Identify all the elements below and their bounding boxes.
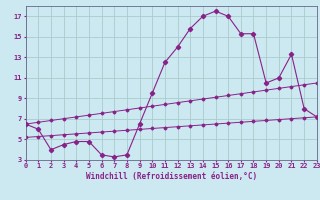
X-axis label: Windchill (Refroidissement éolien,°C): Windchill (Refroidissement éolien,°C) [86, 172, 257, 181]
